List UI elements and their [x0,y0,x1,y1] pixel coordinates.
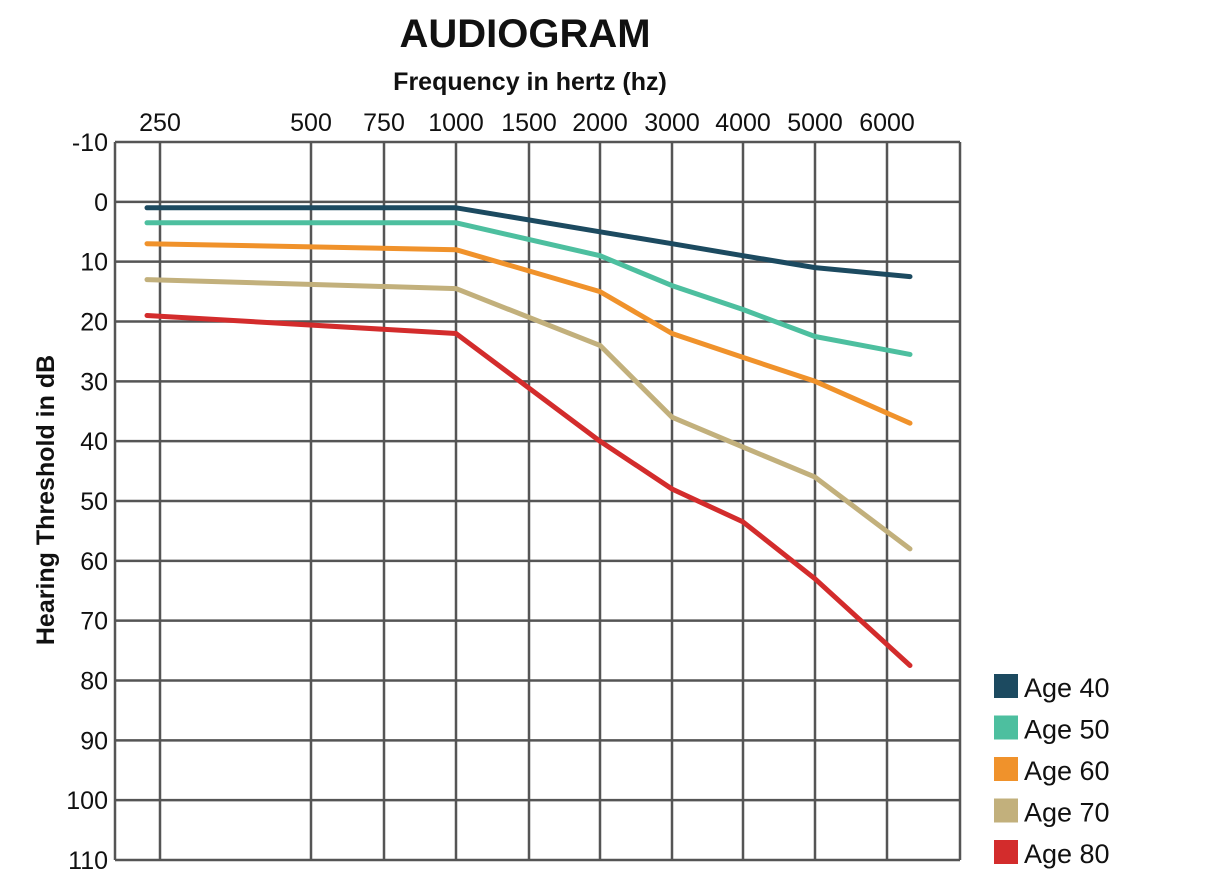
x-tick-label: 5000 [787,109,843,137]
x-tick-label: 1000 [428,109,484,137]
legend-swatch [994,715,1018,740]
legend-label: Age 50 [1024,715,1110,745]
y-tick-label: 90 [80,727,108,755]
y-tick-label: 70 [80,608,108,636]
x-tick-labels: 250 500 750 1000 1500 2000 3000 4000 5000 6000 [139,109,915,137]
y-tick-label: 110 [68,847,108,875]
x-tick-label: 750 [363,109,405,137]
chart-title: AUDIOGRAM [399,12,650,56]
grid [113,140,962,862]
data-series [144,205,913,668]
legend: Age 40 Age 50 Age 60 Age 70 Age 80 [994,673,1110,869]
legend-swatch [994,798,1018,823]
x-tick-label: 2000 [572,109,628,137]
y-tick-label: 30 [80,368,108,396]
x-tick-label: 6000 [859,109,915,137]
series-line-age-70 [144,277,913,552]
y-tick-label: 0 [94,189,108,217]
series-line-age-50 [144,220,913,357]
x-axis-title: Frequency in hertz (hz) [393,68,667,96]
x-tick-label: 250 [139,109,181,137]
x-tick-label: 3000 [644,109,700,137]
x-tick-label: 500 [290,109,332,137]
legend-label: Age 80 [1024,839,1110,869]
y-tick-label: 20 [80,309,108,337]
x-tick-label: 4000 [715,109,771,137]
y-tick-label: 10 [80,249,108,277]
x-tick-label: 1500 [501,109,557,137]
y-tick-labels: -10 0 10 20 30 40 50 60 70 80 90 100 110 [66,129,108,875]
series-line-age-60 [144,241,913,426]
y-tick-label: 80 [80,668,108,696]
legend-label: Age 40 [1024,673,1110,703]
y-tick-label: 50 [80,488,108,516]
legend-swatch [994,840,1018,864]
legend-swatch [994,674,1018,698]
series-line-age-40 [144,205,913,280]
y-tick-label: 60 [80,548,108,576]
y-axis-title: Hearing Threshold in dB [32,355,60,645]
legend-swatch [994,757,1018,781]
legend-label: Age 60 [1024,756,1110,786]
y-tick-label: 40 [80,428,108,456]
legend-label: Age 70 [1024,798,1110,828]
y-tick-label: -10 [72,129,108,157]
series-line-age-80 [144,313,913,668]
y-tick-label: 100 [66,787,108,815]
